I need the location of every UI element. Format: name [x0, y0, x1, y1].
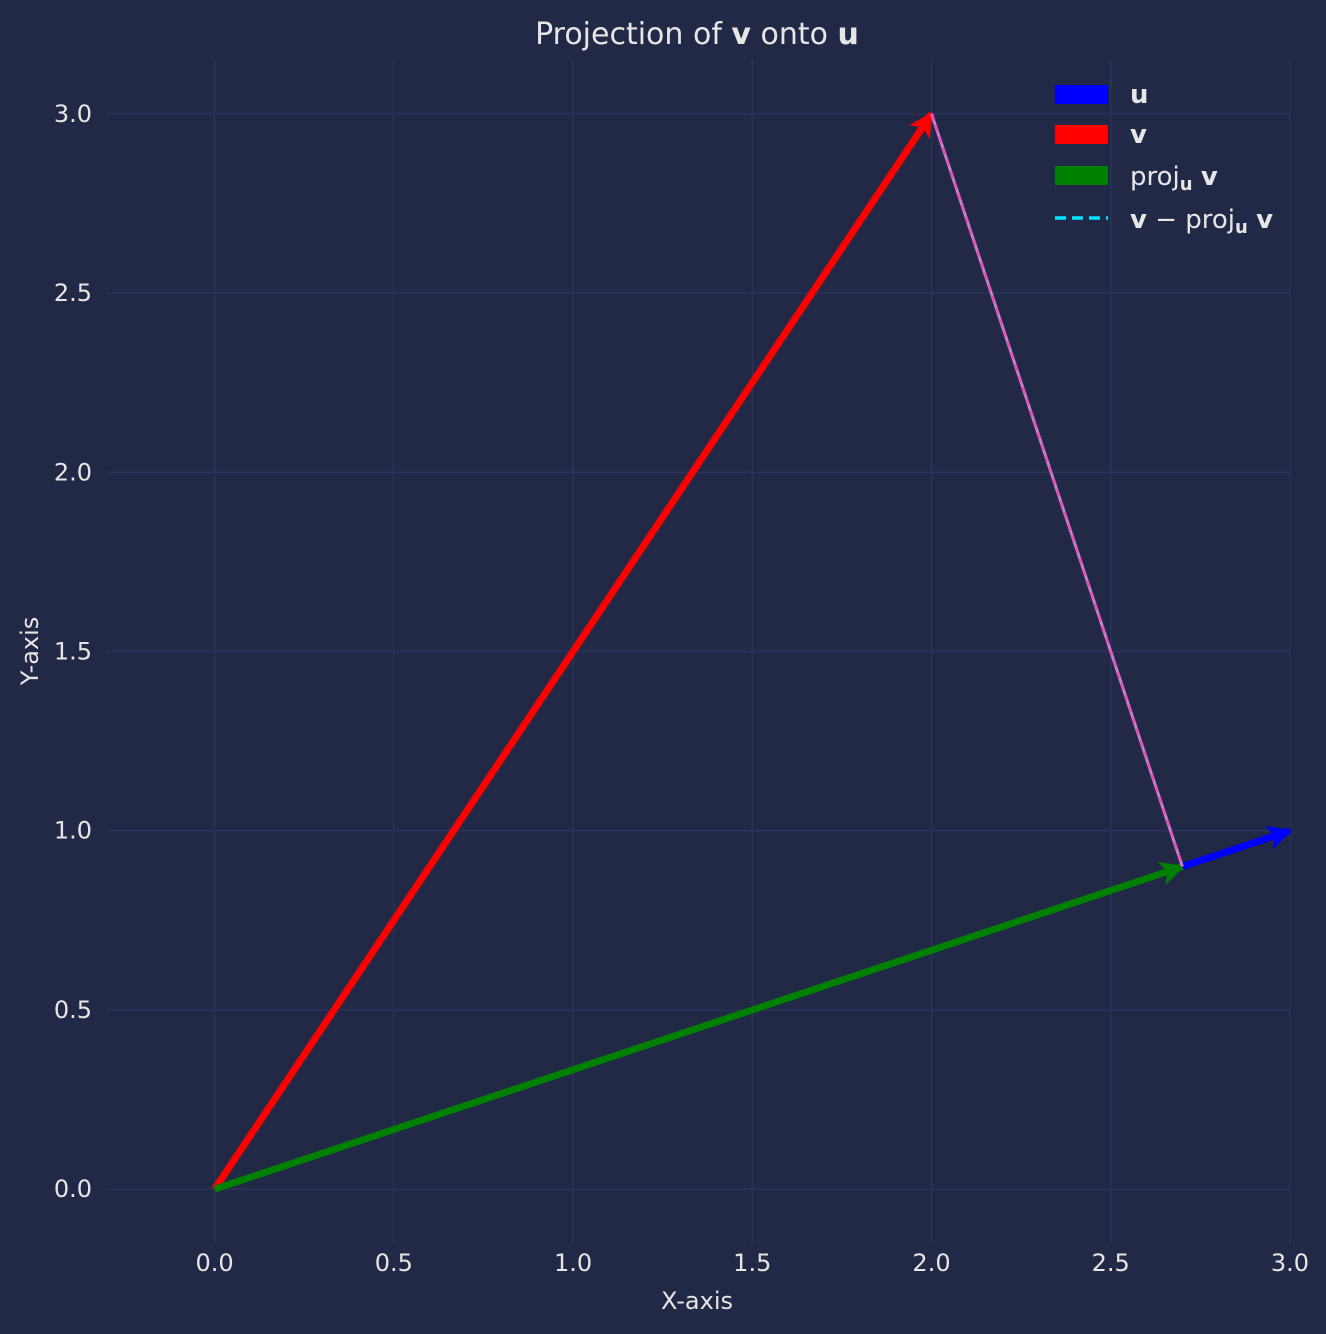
legend-res-space — [1248, 205, 1256, 235]
chart-title: Projection of v onto u — [535, 17, 859, 52]
legend-label-u: u — [1130, 80, 1149, 110]
legend-res-v: v — [1130, 205, 1147, 235]
legend-res-proj-word: proj — [1185, 205, 1235, 235]
y-axis-label: Y-axis — [16, 617, 44, 687]
legend-swatch-proj — [1055, 166, 1108, 185]
x-tick-label: 3.0 — [1271, 1249, 1309, 1277]
x-tick-label: 2.5 — [1092, 1249, 1130, 1277]
y-tick-label: 0.5 — [54, 996, 92, 1024]
legend-res-minus: − — [1147, 205, 1185, 235]
legend-swatch-v — [1055, 125, 1108, 144]
legend-label-proj: proju v — [1130, 162, 1218, 195]
legend-proj-space — [1193, 162, 1201, 192]
x-tick-label: 1.0 — [554, 1249, 592, 1277]
legend-proj-word: proj — [1130, 162, 1180, 192]
x-axis-label: X-axis — [661, 1287, 733, 1315]
legend-swatch-u — [1055, 85, 1108, 104]
vector-u-arrow — [1181, 826, 1293, 870]
title-u: u — [838, 17, 859, 52]
y-tick-label: 1.5 — [54, 638, 92, 666]
legend-res-proj-sub: u — [1235, 217, 1248, 238]
legend-res-v2: v — [1256, 205, 1273, 235]
title-prefix: Projection of — [535, 17, 731, 52]
title-middle: onto — [751, 17, 838, 52]
legend-proj-v: v — [1201, 162, 1218, 192]
legend-label-residual: v − proju v — [1130, 205, 1273, 238]
vector-v-arrow — [211, 111, 935, 1192]
legend-proj-sub: u — [1180, 174, 1193, 195]
x-tick-label: 0.0 — [195, 1249, 233, 1277]
y-tick-label: 1.0 — [54, 817, 92, 845]
y-tick-label: 0.0 — [54, 1175, 92, 1203]
x-tick-label: 2.0 — [912, 1249, 950, 1277]
legend-label-v: v — [1130, 120, 1147, 150]
y-tick-label: 3.0 — [54, 100, 92, 128]
title-v: v — [731, 17, 751, 52]
x-tick-label: 0.5 — [375, 1249, 413, 1277]
y-tick-label: 2.0 — [54, 458, 92, 486]
vectors — [211, 111, 1293, 1193]
vector-proj-arrow — [213, 861, 1185, 1193]
legend: u v proju v v − proju v — [1055, 80, 1273, 238]
x-tick-label: 1.5 — [733, 1249, 771, 1277]
tick-labels: 0.0 0.5 1.0 1.5 2.0 2.5 3.0 0.0 0.5 1.0 1.5 2.0 2.5 3… — [54, 100, 1309, 1277]
y-tick-label: 2.5 — [54, 279, 92, 307]
residual-dashed-line — [930, 113, 1184, 867]
